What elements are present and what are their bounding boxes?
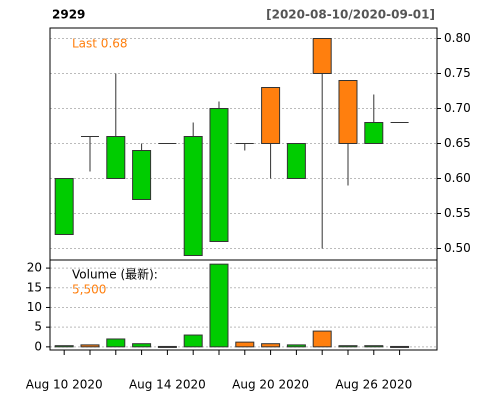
- candle-body: [132, 150, 152, 200]
- volume-last: 5,500: [72, 283, 106, 297]
- y-tick-label: 0.70: [444, 101, 471, 115]
- y-tick-label: 0.60: [444, 171, 471, 185]
- volume-label: Volume (最新):: [72, 267, 158, 282]
- candle-body: [209, 108, 229, 242]
- candle-body: [106, 136, 126, 179]
- y2-tick-label: 15: [27, 280, 42, 294]
- x-tick-label: Aug 10 2020: [26, 378, 103, 392]
- y2-tick-label: 5: [34, 320, 42, 334]
- volume-bar: [80, 344, 100, 348]
- plot-frame: [49, 27, 438, 351]
- volume-bar: [183, 334, 203, 348]
- candle-body: [364, 122, 384, 144]
- y-tick-label: 0.75: [444, 66, 471, 80]
- candle-body: [338, 80, 358, 144]
- candle-body: [183, 136, 203, 256]
- chart-subtitle: [2020-08-10/2020-09-01]: [266, 8, 435, 22]
- volume-bar: [390, 345, 410, 348]
- y-tick-label: 0.50: [444, 241, 471, 255]
- candle-body: [286, 143, 306, 179]
- x-tick-label: Aug 14 2020: [129, 378, 206, 392]
- volume-bar: [261, 343, 281, 348]
- volume-bar: [338, 345, 358, 348]
- y2-tick-label: 0: [34, 339, 42, 353]
- x-tick-label: Aug 26 2020: [335, 378, 412, 392]
- volume-bar: [54, 345, 74, 348]
- y2-tick-label: 10: [27, 300, 42, 314]
- candle-body: [261, 87, 281, 144]
- x-tick-label: Aug 20 2020: [232, 378, 309, 392]
- volume-bar: [364, 345, 384, 348]
- volume-bar: [132, 343, 152, 348]
- y2-tick-label: 20: [27, 261, 42, 275]
- annotation: Last 0.68: [72, 37, 128, 51]
- y-tick-label: 0.65: [444, 136, 471, 150]
- y-tick-label: 0.55: [444, 206, 471, 220]
- y-tick-label: 0.80: [444, 31, 471, 45]
- volume-bar: [312, 330, 332, 348]
- volume-bar: [286, 344, 306, 348]
- volume-bar: [235, 341, 255, 348]
- candle-body: [54, 178, 74, 235]
- candle-body: [312, 38, 332, 74]
- volume-bar: [157, 345, 177, 348]
- chart-title: 2929: [52, 8, 85, 22]
- volume-bar: [209, 263, 229, 348]
- volume-bar: [106, 338, 126, 348]
